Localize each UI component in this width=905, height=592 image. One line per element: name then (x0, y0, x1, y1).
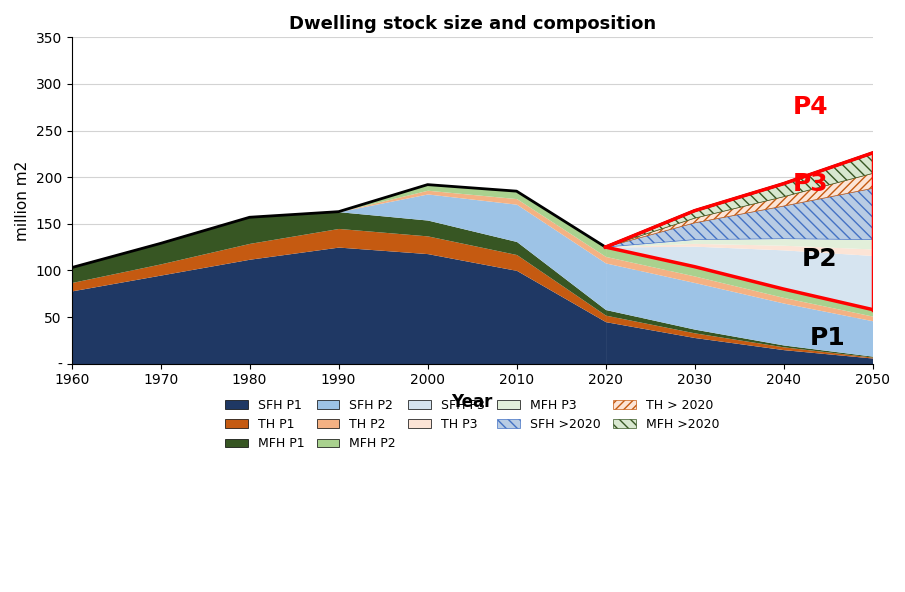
Legend: SFH P1, TH P1, MFH P1, SFH P2, TH P2, MFH P2, SFH P3, TH P3, MFH P3, SFH >2020, : SFH P1, TH P1, MFH P1, SFH P2, TH P2, MF… (220, 394, 724, 455)
X-axis label: Year: Year (452, 393, 492, 411)
Text: P3: P3 (793, 172, 828, 196)
Text: P4: P4 (793, 95, 828, 119)
Title: Dwelling stock size and composition: Dwelling stock size and composition (289, 15, 655, 33)
Text: P2: P2 (801, 247, 837, 271)
Text: P1: P1 (810, 326, 846, 350)
Y-axis label: million m2: million m2 (15, 160, 30, 240)
